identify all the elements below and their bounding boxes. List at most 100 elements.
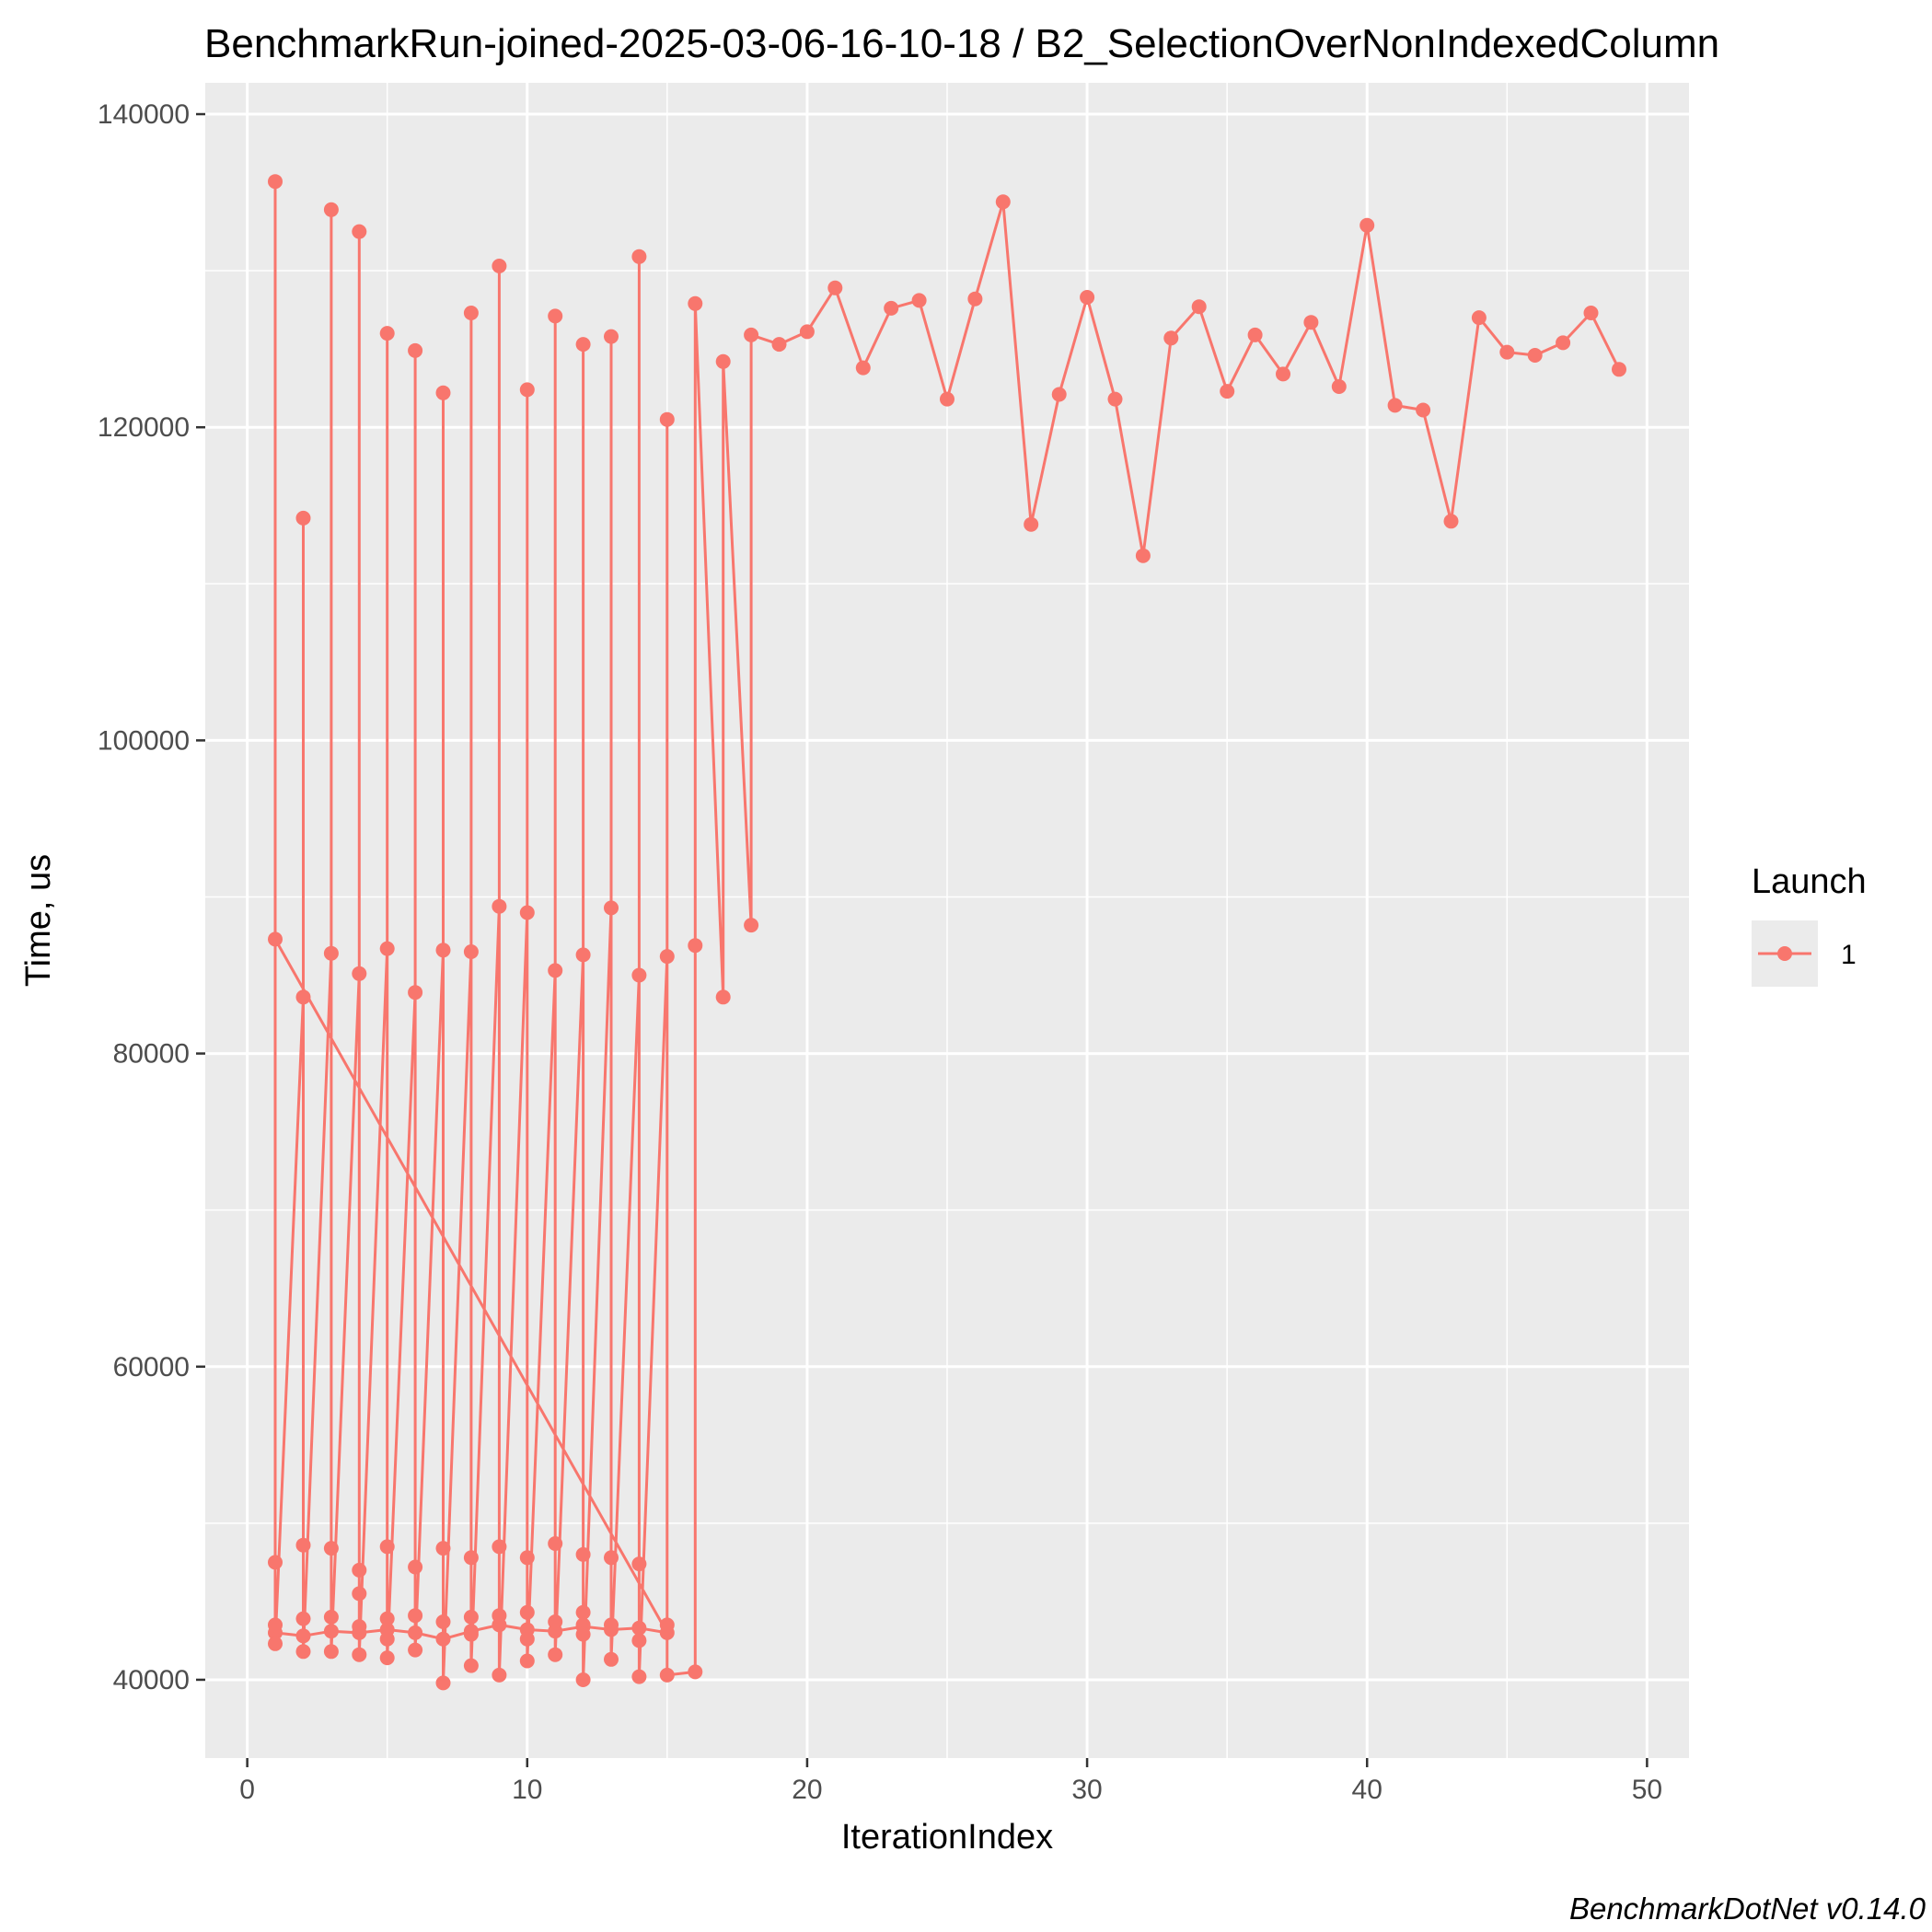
data-point: [268, 1617, 283, 1633]
x-axis: 0 10 20 30 40 50: [239, 1758, 1662, 1805]
data-point: [492, 898, 507, 914]
data-point: [1276, 366, 1290, 382]
data-point: [631, 1669, 647, 1684]
data-point: [492, 1539, 507, 1555]
data-point: [1556, 335, 1571, 351]
data-point: [995, 194, 1011, 210]
data-point: [1387, 398, 1403, 413]
data-point: [352, 224, 367, 239]
y-axis: 40000 60000 80000 100000 120000 140000: [98, 99, 205, 1695]
data-point: [463, 1658, 479, 1673]
data-point: [379, 1650, 395, 1666]
data-point: [379, 941, 395, 956]
data-point: [1359, 217, 1375, 233]
data-point: [911, 293, 927, 308]
data-point: [295, 510, 311, 526]
series-layer: [268, 174, 1626, 1691]
x-tick-label: 10: [512, 1775, 542, 1805]
data-point: [744, 918, 759, 933]
data-point: [604, 329, 619, 344]
data-point: [575, 1672, 591, 1687]
data-point: [1080, 290, 1095, 305]
data-point: [408, 1608, 423, 1624]
data-point: [435, 385, 451, 400]
data-point: [379, 1631, 395, 1647]
data-point: [352, 1586, 367, 1602]
data-point: [295, 1537, 311, 1553]
data-point: [323, 1541, 339, 1556]
data-point: [519, 1653, 535, 1669]
data-point: [940, 391, 954, 407]
data-point: [575, 1626, 591, 1642]
data-point: [379, 1611, 395, 1626]
data-point: [352, 966, 367, 981]
data-point: [408, 342, 423, 358]
data-point: [323, 945, 339, 961]
data-point: [323, 1624, 339, 1639]
legend-label: 1: [1841, 940, 1857, 970]
data-point: [604, 1651, 619, 1667]
data-point: [1191, 299, 1207, 315]
data-point: [1499, 344, 1515, 360]
data-point: [1051, 387, 1067, 402]
data-point: [463, 1626, 479, 1642]
data-point: [1583, 306, 1599, 320]
data-point: [268, 1555, 283, 1570]
data-point: [352, 1619, 367, 1635]
data-point: [575, 1604, 591, 1620]
x-tick-label: 40: [1352, 1775, 1382, 1805]
data-point: [408, 1559, 423, 1575]
data-point: [659, 411, 675, 427]
data-point: [631, 1620, 647, 1636]
data-point: [688, 938, 703, 954]
chart-title: BenchmarkRun-joined-2025-03-06-16-10-18 …: [204, 21, 1719, 66]
y-tick-label: 60000: [113, 1352, 190, 1382]
data-point: [408, 1625, 423, 1640]
data-point: [268, 1636, 283, 1651]
x-tick-label: 30: [1071, 1775, 1102, 1805]
data-point: [435, 943, 451, 958]
data-point: [295, 1611, 311, 1626]
data-point: [1247, 327, 1263, 342]
data-point: [295, 989, 311, 1005]
x-tick-label: 50: [1632, 1775, 1662, 1805]
data-point: [1471, 310, 1487, 326]
data-point: [659, 1617, 675, 1633]
data-point: [659, 1667, 675, 1683]
data-point: [631, 967, 647, 983]
data-point: [827, 280, 843, 295]
data-point: [435, 1614, 451, 1629]
data-point: [1163, 330, 1179, 346]
data-point: [548, 1647, 563, 1662]
data-point: [463, 944, 479, 959]
data-point: [492, 259, 507, 273]
data-point: [967, 291, 983, 307]
data-point: [323, 202, 339, 217]
data-point: [379, 1539, 395, 1555]
data-point: [519, 1631, 535, 1647]
y-tick-label: 100000: [98, 725, 190, 756]
data-point: [268, 174, 283, 190]
y-tick-label: 120000: [98, 412, 190, 443]
data-point: [715, 353, 731, 369]
data-point: [548, 1614, 563, 1629]
data-point: [408, 1642, 423, 1658]
data-point: [604, 900, 619, 916]
data-point: [688, 1664, 703, 1680]
data-point: [352, 1647, 367, 1662]
data-point: [715, 989, 731, 1005]
data-point: [435, 1631, 451, 1647]
y-axis-title: Time, us: [19, 854, 58, 987]
data-point: [575, 947, 591, 963]
data-point: [799, 324, 815, 340]
data-point: [884, 300, 899, 316]
data-point: [1416, 402, 1431, 418]
data-point: [295, 1628, 311, 1644]
data-point: [575, 337, 591, 353]
legend-key-point: [1777, 946, 1792, 961]
data-point: [323, 1644, 339, 1660]
data-point: [1024, 516, 1039, 532]
data-point: [463, 306, 479, 320]
data-point: [575, 1546, 591, 1562]
